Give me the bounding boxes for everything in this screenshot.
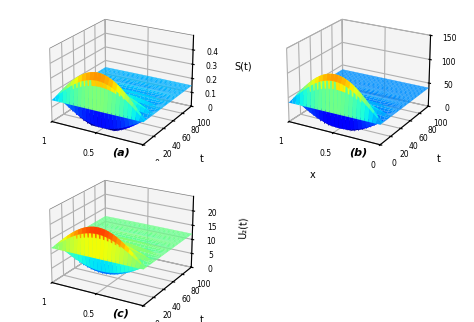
X-axis label: x: x [310,170,316,180]
Text: (a): (a) [112,148,130,158]
X-axis label: x: x [73,170,79,180]
Text: (c): (c) [112,309,129,319]
Y-axis label: t: t [200,154,204,164]
Text: (b): (b) [349,148,367,158]
Y-axis label: t: t [200,315,204,322]
Y-axis label: t: t [437,154,441,164]
